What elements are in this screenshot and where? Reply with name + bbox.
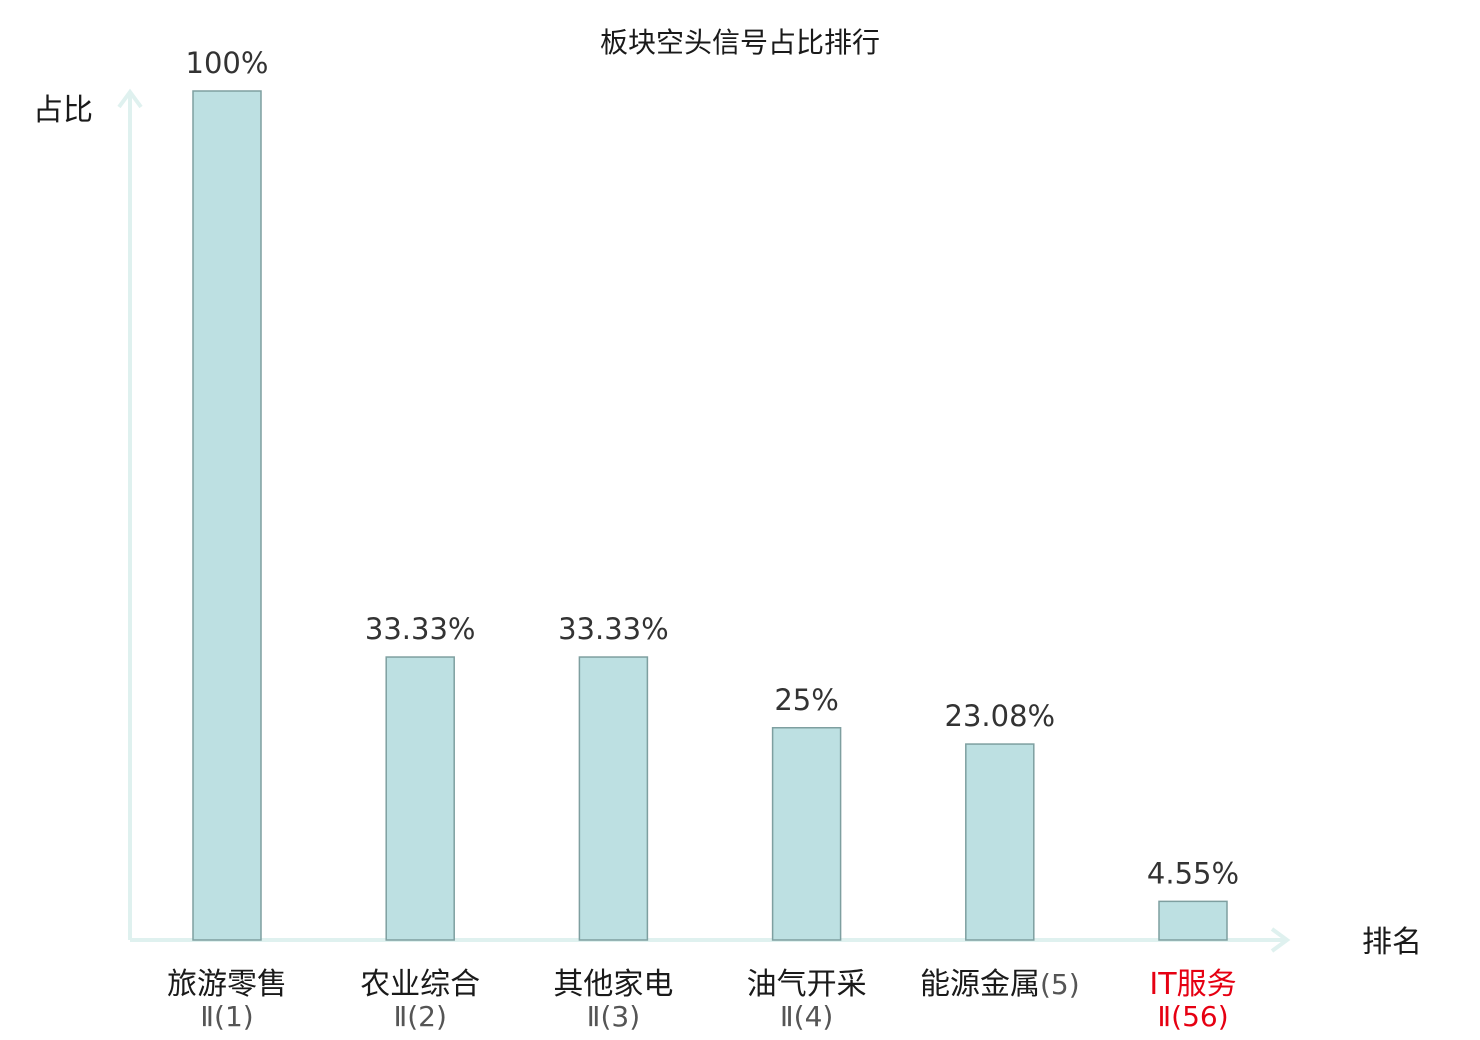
- category-rank-label: Ⅱ(4): [780, 1000, 833, 1033]
- category-label: 农业综合: [360, 967, 480, 1002]
- bar-value-label: 33.33%: [558, 612, 669, 646]
- y-axis-arrow-icon: [117, 88, 143, 109]
- category-label: 旅游零售: [167, 967, 287, 1002]
- bar-value-label: 25%: [774, 683, 838, 717]
- bar: [192, 90, 262, 941]
- bar: [385, 656, 455, 941]
- bar-value-label: 100%: [186, 46, 269, 80]
- bar-value-label: 4.55%: [1147, 856, 1239, 890]
- category-rank-label: (5): [1040, 968, 1080, 1001]
- bar: [965, 743, 1035, 941]
- bar-value-label: 23.08%: [945, 699, 1056, 733]
- x-axis-arrow-icon: [1270, 927, 1291, 953]
- category-label: 其他家电: [553, 967, 673, 1002]
- category-label: 油气开采: [747, 967, 867, 1002]
- bar: [771, 727, 842, 941]
- category-label: 能源金属(5): [920, 967, 1080, 1002]
- bar: [1158, 900, 1228, 941]
- category-rank-label: Ⅱ(56): [1157, 1000, 1228, 1033]
- category-rank-label: Ⅱ(2): [393, 1000, 446, 1033]
- chart-title: 板块空头信号占比排行: [600, 26, 880, 59]
- x-axis-label: 排名: [1362, 925, 1422, 960]
- bar-value-label: 33.33%: [365, 612, 476, 646]
- y-axis-label: 占比: [33, 93, 93, 128]
- bar: [578, 656, 649, 941]
- category-label: IT服务: [1149, 967, 1236, 1002]
- category-rank-label: Ⅱ(3): [587, 1000, 640, 1033]
- category-rank-label: Ⅱ(1): [200, 1000, 253, 1033]
